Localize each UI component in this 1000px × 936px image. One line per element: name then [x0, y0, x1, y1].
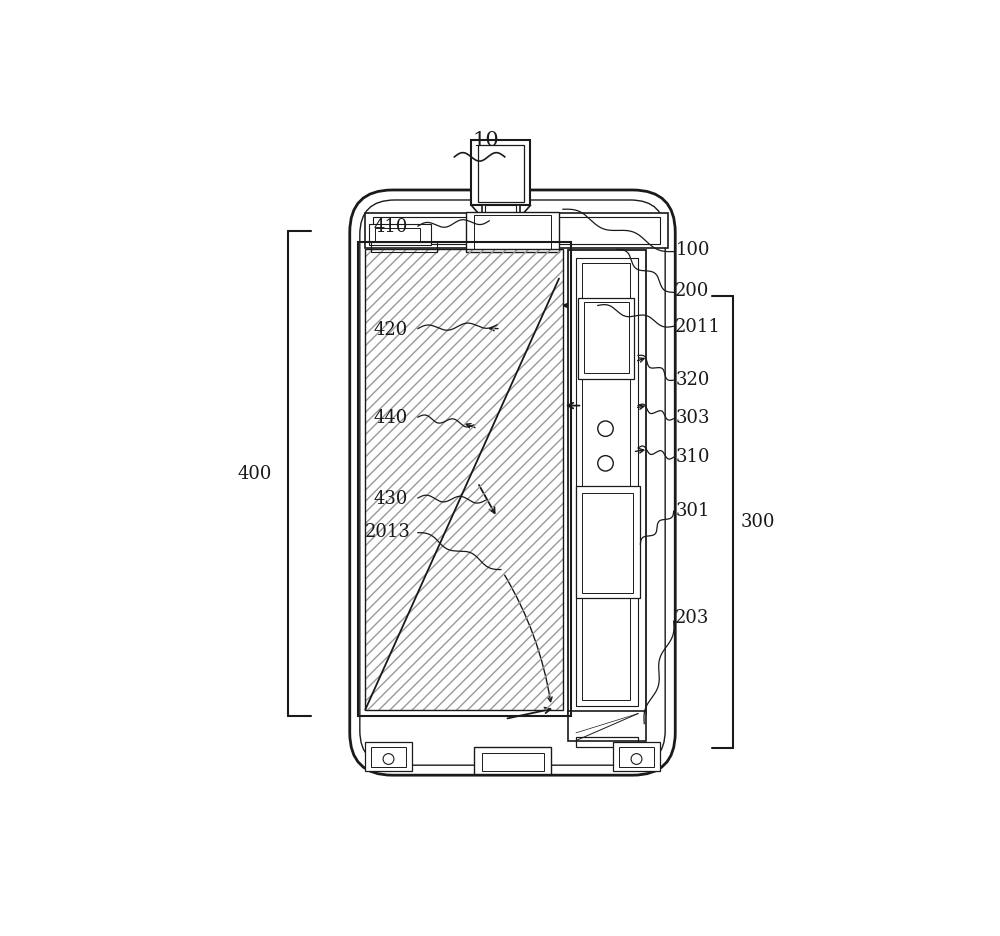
Bar [619, 748, 654, 767]
Bar [474, 215, 551, 250]
Bar [568, 711, 646, 740]
Bar [365, 250, 563, 710]
Bar [576, 738, 638, 747]
Bar [576, 487, 640, 598]
Text: 200: 200 [675, 282, 710, 300]
Circle shape [598, 421, 613, 437]
Bar [576, 258, 638, 706]
Circle shape [383, 753, 394, 765]
Bar [369, 225, 431, 246]
Bar [613, 742, 660, 771]
Bar [582, 493, 633, 593]
Bar [474, 748, 551, 775]
Text: 100: 100 [675, 241, 710, 259]
Circle shape [631, 753, 642, 765]
Bar [365, 250, 563, 710]
Bar [365, 250, 563, 710]
Bar [371, 243, 437, 253]
Text: 400: 400 [237, 465, 272, 483]
Text: 310: 310 [675, 447, 710, 465]
Bar [471, 140, 530, 206]
Text: 300: 300 [741, 513, 776, 531]
Text: 420: 420 [373, 320, 407, 338]
Text: 301: 301 [675, 501, 710, 519]
Bar [358, 242, 571, 716]
Bar [365, 742, 412, 771]
Circle shape [598, 456, 613, 472]
Text: 440: 440 [373, 409, 407, 427]
Bar [568, 251, 646, 714]
Text: 320: 320 [675, 371, 710, 388]
Text: 410: 410 [373, 218, 407, 236]
Text: 430: 430 [373, 490, 407, 507]
Bar [582, 264, 630, 701]
Bar [365, 213, 668, 248]
Text: 10: 10 [472, 131, 499, 151]
Text: 2011: 2011 [675, 318, 721, 336]
Bar [375, 229, 420, 241]
Bar [371, 748, 406, 767]
Text: 303: 303 [675, 409, 710, 427]
Bar [466, 212, 559, 253]
Bar [482, 753, 544, 771]
Bar [578, 299, 634, 379]
Bar [478, 146, 524, 202]
Bar [482, 206, 520, 218]
FancyBboxPatch shape [350, 191, 675, 775]
Text: 2013: 2013 [365, 522, 411, 540]
Bar [584, 303, 629, 373]
Bar [485, 206, 516, 215]
Bar [373, 218, 660, 244]
Text: 203: 203 [675, 608, 710, 627]
